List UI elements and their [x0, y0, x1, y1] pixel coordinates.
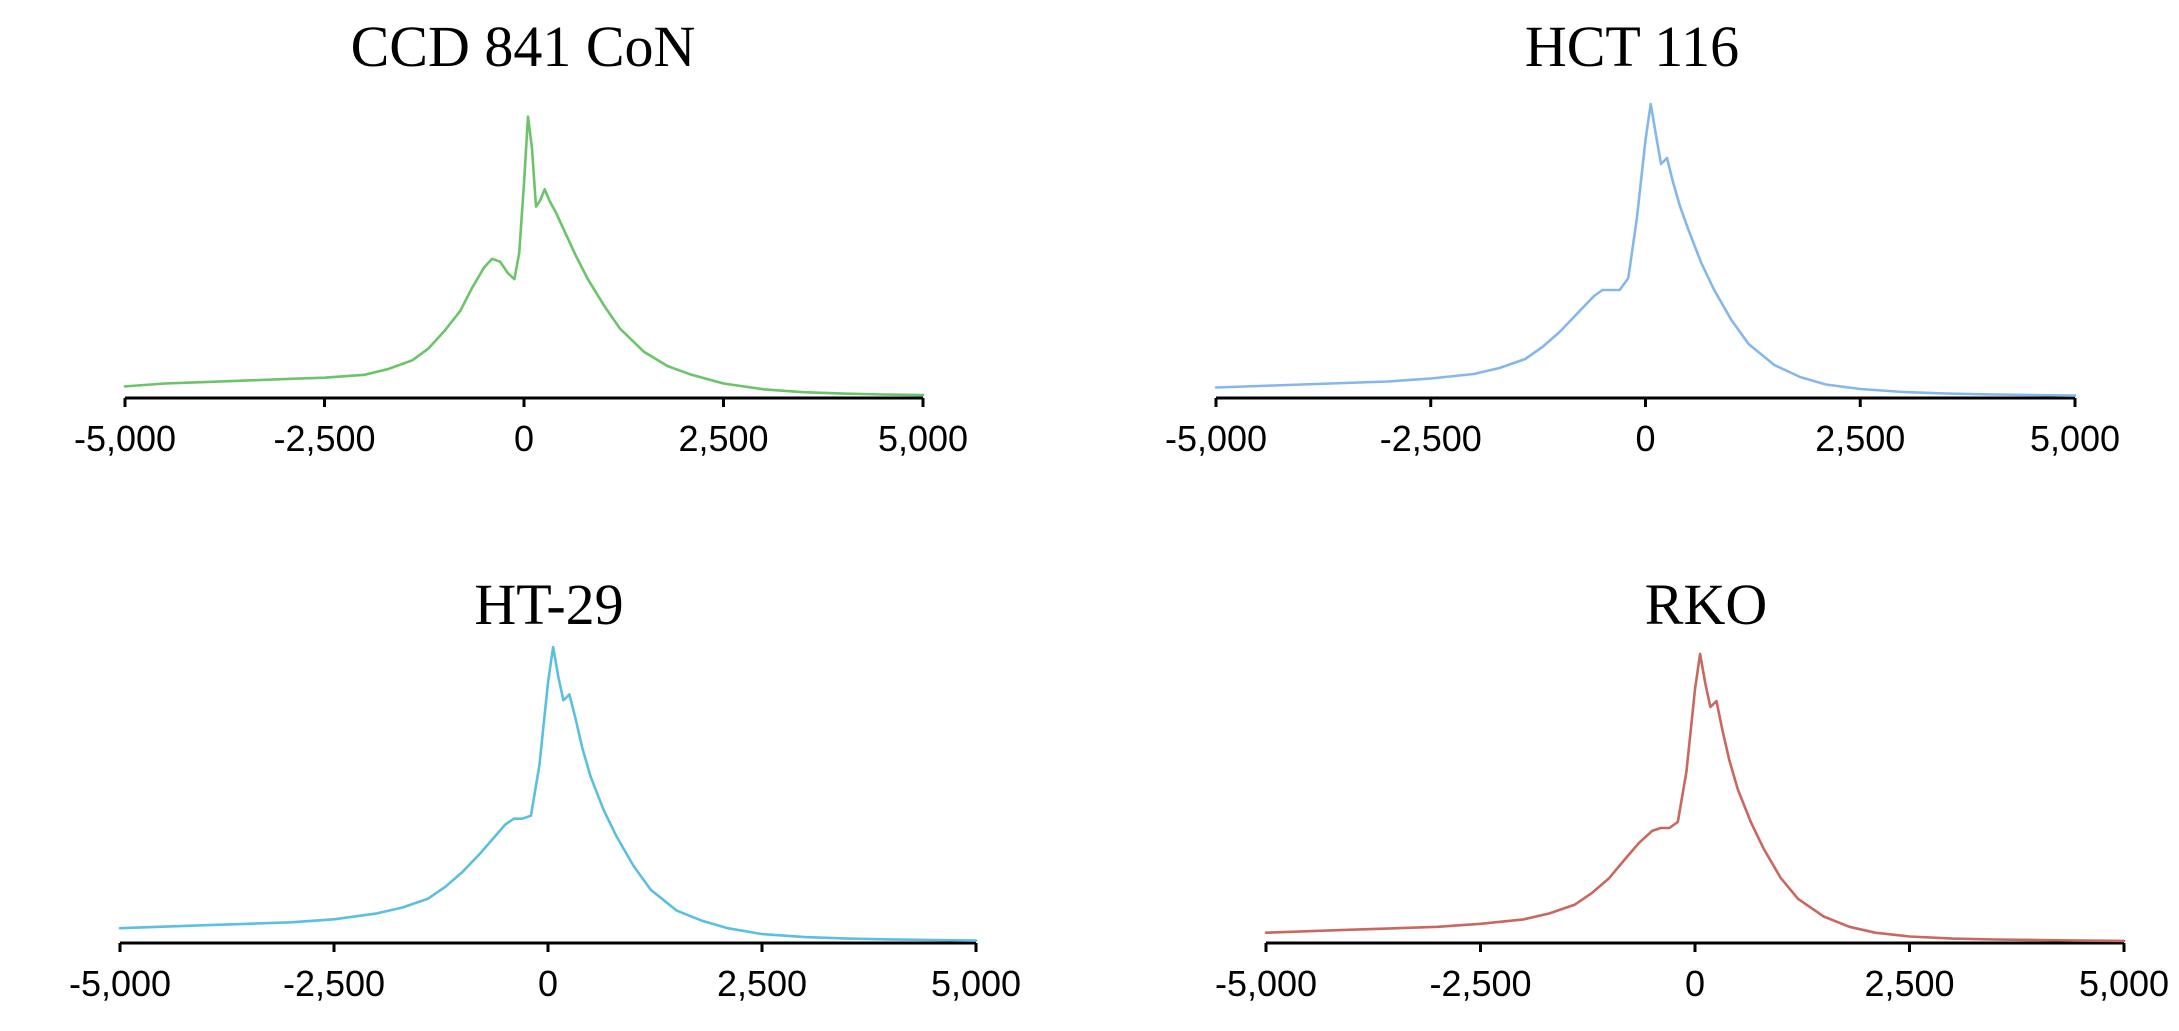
series-line — [1214, 102, 2077, 397]
plot-area: -5,000 -2,500 0 2,500 5,000 — [69, 645, 1021, 1004]
panel-hct-116: HCT 116 -5,000 -2,500 0 2,500 5,000 — [1165, 14, 2120, 459]
x-tick-label: 5,000 — [2079, 963, 2169, 1004]
panel-title: RKO — [1645, 572, 1767, 637]
x-tick-label: -5,000 — [74, 418, 176, 459]
x-tick-label: 2,500 — [678, 418, 768, 459]
plot-area: -5,000 -2,500 0 2,500 5,000 — [1165, 102, 2120, 459]
panel-ht-29: HT-29 -5,000 -2,500 0 2,500 5,000 — [69, 572, 1021, 1004]
plot-area: -5,000 -2,500 0 2,500 5,000 — [74, 115, 968, 459]
series-line — [118, 645, 978, 942]
series-line — [1264, 652, 2126, 943]
panel-rko: RKO -5,000 -2,500 0 2,500 5,000 — [1215, 572, 2169, 1004]
x-tick-label: 0 — [514, 418, 534, 459]
plot-area: -5,000 -2,500 0 2,500 5,000 — [1215, 652, 2169, 1004]
x-tick-label: 5,000 — [2030, 418, 2120, 459]
x-tick-label: -5,000 — [1215, 963, 1317, 1004]
panel-title: HCT 116 — [1525, 14, 1739, 79]
panel-title: HT-29 — [474, 572, 623, 637]
x-tick-label: 0 — [1685, 963, 1705, 1004]
x-tick-label: 0 — [1635, 418, 1655, 459]
series-line — [123, 115, 925, 397]
x-tick-label: 2,500 — [1864, 963, 1954, 1004]
panel-title: CCD 841 CoN — [351, 14, 696, 79]
x-tick-label: 5,000 — [931, 963, 1021, 1004]
x-tick-label: 0 — [538, 963, 558, 1004]
x-tick-label: 5,000 — [878, 418, 968, 459]
x-tick-label: -2,500 — [273, 418, 375, 459]
x-tick-label: 2,500 — [717, 963, 807, 1004]
x-tick-label: -2,500 — [1380, 418, 1482, 459]
x-tick-label: -2,500 — [283, 963, 385, 1004]
x-tick-label: -5,000 — [1165, 418, 1267, 459]
panel-ccd-841-con: CCD 841 CoN -5,000 -2,500 0 2,500 5,000 — [74, 14, 968, 459]
x-tick-label: 2,500 — [1815, 418, 1905, 459]
x-tick-label: -5,000 — [69, 963, 171, 1004]
x-tick-label: -2,500 — [1429, 963, 1531, 1004]
